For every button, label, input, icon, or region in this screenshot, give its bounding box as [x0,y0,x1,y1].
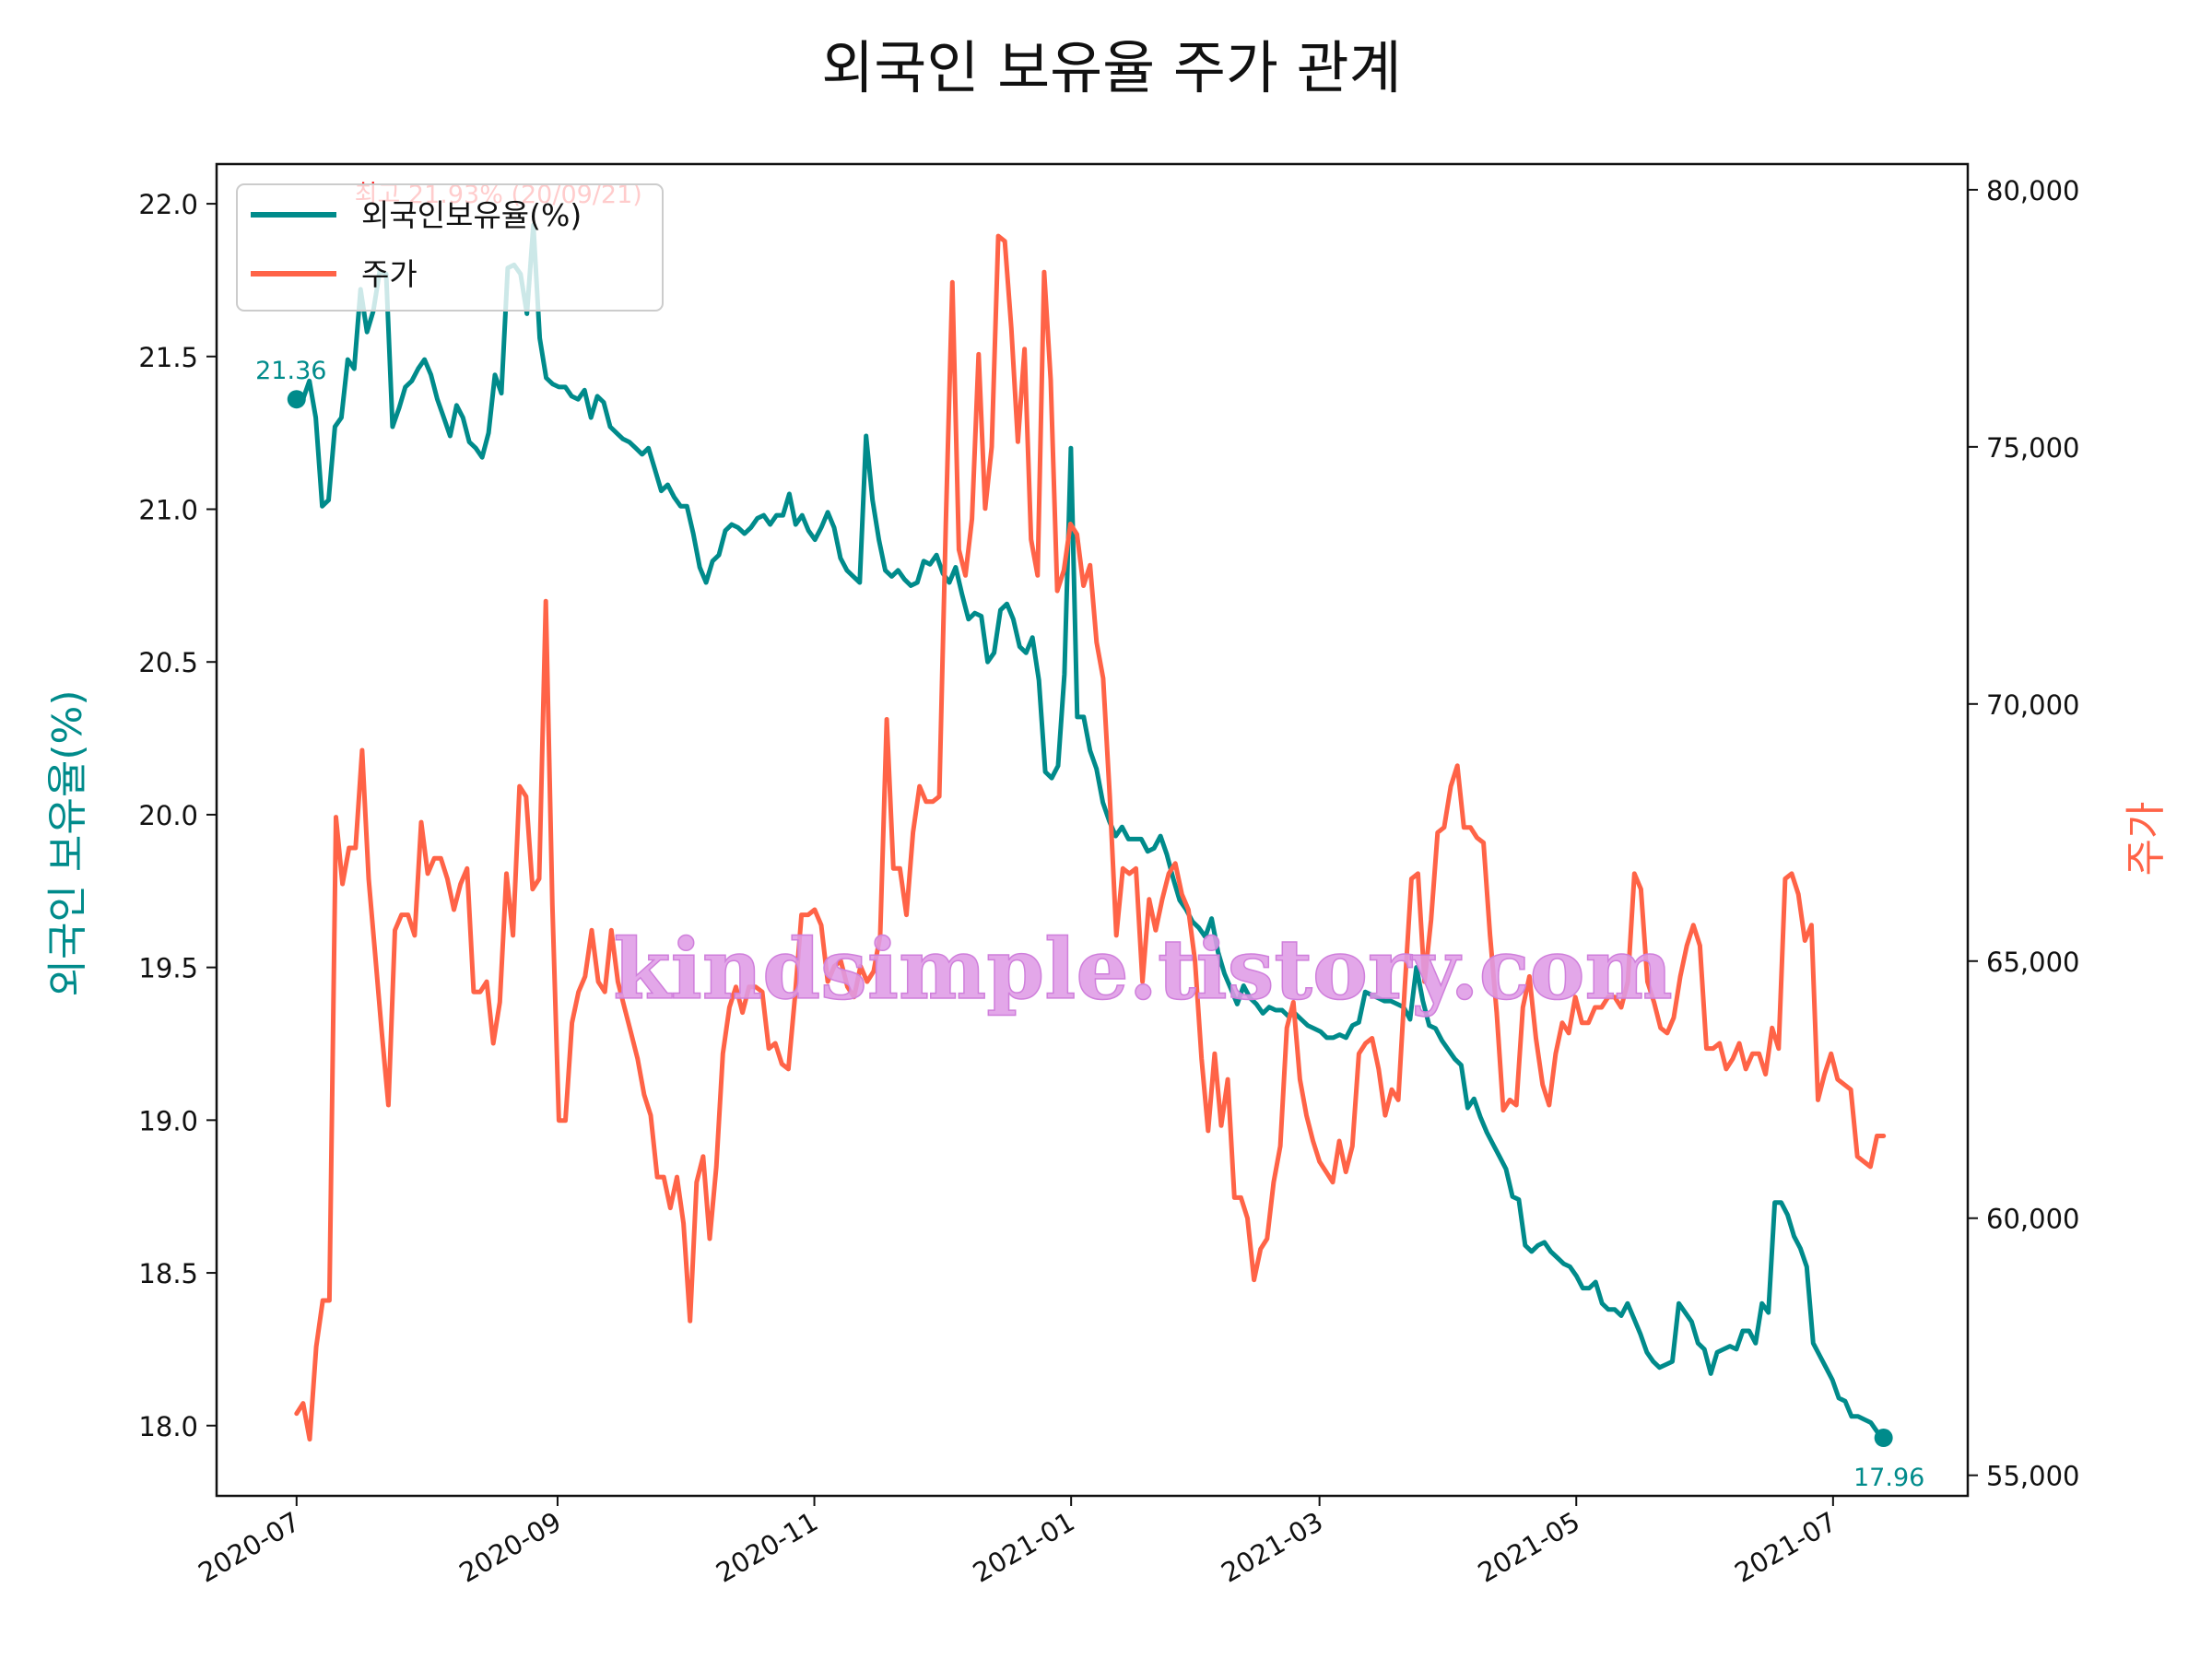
y-left-tick-label: 22.0 [138,189,198,220]
y-left-tick-label: 18.5 [138,1258,198,1289]
y-left-tick-label: 19.5 [138,953,198,984]
x-tick-label: 2020-07 [193,1506,305,1589]
legend-label-foreign-ratio: 외국인보유율(%) [361,197,582,233]
series-line-1 [294,233,1887,1442]
x-tick-label: 2021-05 [1473,1506,1585,1589]
y-right-tick-label: 80,000 [1986,175,2079,206]
chart-title: 외국인 보유율 주가 관계 [821,34,1402,101]
legend-frame [236,183,664,312]
y-left-tick-label: 18.0 [138,1411,198,1442]
end-marker [1874,1429,1893,1448]
y-right-tick-label: 70,000 [1986,689,2079,721]
series-line-0 [294,222,1887,1441]
x-tick-label: 2020-09 [454,1506,567,1589]
watermark: kindsimple.tistory.com [613,921,1673,1018]
start-marker [287,390,306,409]
y-axis-label-right: 주가 [2123,802,2170,877]
x-tick-label: 2021-07 [1729,1506,1841,1589]
y-left-tick-label: 21.0 [138,495,198,526]
y-left-tick-label: 19.0 [138,1105,198,1136]
x-tick-label: 2021-03 [1216,1506,1328,1589]
y-left-tick-label: 20.0 [138,800,198,831]
end-value-label: 17.96 [1853,1464,1924,1492]
y-right-tick-label: 75,000 [1986,432,2079,464]
x-tick-label: 2020-11 [711,1506,823,1589]
series-layer [294,222,1887,1442]
y-right-tick-label: 60,000 [1986,1204,2079,1235]
y-right-tick-label: 55,000 [1986,1461,2079,1492]
y-left-tick-label: 21.5 [138,342,198,373]
start-value-label: 21.36 [255,357,326,385]
plot-frame [215,162,1970,1498]
legend-label-price: 주가 [361,256,418,292]
legend: 외국인보유율(%) 주가 [236,183,664,312]
y-right-tick-label: 65,000 [1986,947,2079,978]
y-axis-label-left: 외국인 보유율(%) [44,689,91,996]
x-tick-label: 2021-01 [968,1506,1080,1589]
y-left-tick-label: 20.5 [138,647,198,678]
